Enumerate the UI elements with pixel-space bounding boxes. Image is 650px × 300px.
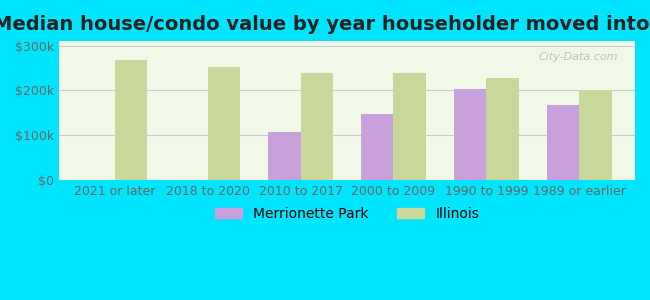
- Bar: [207, 67, 240, 180]
- Bar: [579, 91, 612, 180]
- Bar: [393, 74, 426, 180]
- Bar: [268, 132, 300, 180]
- Bar: [454, 89, 486, 180]
- Legend: Merrionette Park, Illinois: Merrionette Park, Illinois: [209, 201, 485, 226]
- Bar: [486, 78, 519, 180]
- Title: Median house/condo value by year householder moved into unit: Median house/condo value by year househo…: [0, 15, 650, 34]
- Bar: [115, 60, 148, 180]
- Text: City-Data.com: City-Data.com: [538, 52, 617, 62]
- Bar: [361, 114, 393, 180]
- Bar: [547, 105, 579, 180]
- Bar: [300, 73, 333, 180]
